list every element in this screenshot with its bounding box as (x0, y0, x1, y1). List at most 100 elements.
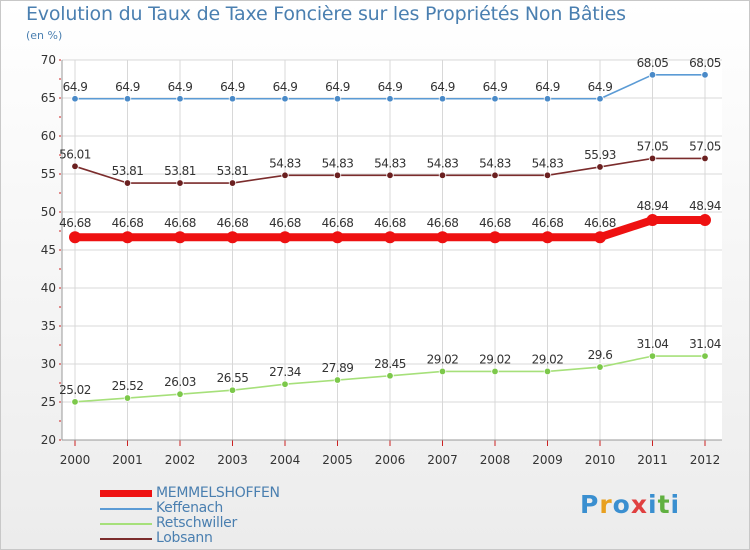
data-point-retschwiller (543, 367, 552, 376)
data-label-keffenach: 64.9 (273, 80, 298, 94)
logo-letter: i (648, 490, 658, 519)
y-tick-label: 60 (41, 129, 56, 143)
data-point-keffenach (648, 71, 657, 79)
y-tick-label: 45 (41, 243, 56, 257)
data-point-keffenach (228, 95, 237, 103)
legend-label: Keffenach (156, 500, 223, 516)
x-tick-label: 2008 (480, 453, 511, 467)
x-tick-label: 2007 (427, 453, 458, 467)
data-label-retschwiller: 28.45 (374, 357, 406, 371)
data-point-lobsann (543, 171, 552, 179)
data-point-memmelshoffen (279, 231, 291, 244)
data-point-keffenach (333, 95, 342, 103)
logo-letter: i (670, 490, 681, 519)
data-label-memmelshoffen: 46.68 (374, 216, 406, 230)
data-point-lobsann (648, 154, 657, 163)
data-point-retschwiller (333, 376, 342, 384)
data-label-lobsann: 53.81 (112, 164, 144, 178)
x-tick-label: 2004 (270, 453, 301, 467)
legend-swatch (100, 522, 152, 525)
data-point-lobsann (333, 171, 342, 179)
data-label-lobsann: 53.81 (164, 164, 196, 178)
data-point-keffenach (438, 95, 447, 103)
data-point-lobsann (491, 171, 499, 179)
data-point-retschwiller (123, 394, 132, 402)
data-point-memmelshoffen (594, 231, 606, 244)
data-point-retschwiller (71, 398, 79, 406)
x-tick-label: 2002 (165, 453, 196, 467)
data-point-lobsann (123, 179, 132, 187)
data-point-retschwiller (386, 372, 394, 380)
data-point-lobsann (228, 179, 237, 187)
data-point-retschwiller (228, 386, 237, 394)
data-point-keffenach (71, 95, 79, 103)
data-label-keffenach: 68.05 (637, 56, 669, 70)
data-label-retschwiller: 25.02 (59, 383, 91, 397)
y-tick-label: 30 (41, 357, 56, 371)
data-label-lobsann: 57.05 (689, 139, 721, 153)
y-tick-label: 55 (41, 167, 56, 181)
data-point-retschwiller (438, 367, 447, 376)
x-tick-label: 2006 (375, 453, 406, 467)
data-label-memmelshoffen: 46.68 (322, 216, 354, 230)
data-label-retschwiller: 26.03 (164, 375, 196, 389)
x-tick-label: 2010 (585, 453, 616, 467)
legend-item-memmelshoffen: MEMMELSHOFFEN (100, 486, 280, 501)
data-label-memmelshoffen: 46.68 (427, 216, 459, 230)
data-label-keffenach: 64.9 (325, 80, 350, 94)
data-label-lobsann: 54.83 (427, 156, 459, 170)
data-label-retschwiller: 25.52 (112, 379, 144, 393)
data-point-retschwiller (491, 367, 499, 376)
logo-letter: o (612, 490, 631, 519)
x-tick-label: 2003 (217, 453, 248, 467)
y-tick-label: 40 (41, 281, 56, 295)
logo-letter: x (630, 490, 648, 519)
legend-label: MEMMELSHOFFEN (156, 485, 280, 501)
data-label-lobsann: 54.83 (322, 156, 354, 170)
logo-letter: P (580, 490, 600, 519)
data-label-keffenach: 64.9 (220, 80, 245, 94)
data-point-memmelshoffen (436, 231, 449, 244)
data-point-retschwiller (281, 380, 289, 388)
chart-title: Evolution du Taux de Taxe Foncière sur l… (26, 3, 626, 25)
data-point-retschwiller (596, 363, 604, 371)
data-point-lobsann (596, 163, 604, 171)
data-label-memmelshoffen: 46.68 (112, 216, 144, 230)
y-tick-label: 70 (41, 53, 56, 67)
data-point-retschwiller (648, 352, 657, 360)
data-label-retschwiller: 29.02 (427, 352, 459, 366)
data-label-lobsann: 56.01 (59, 147, 91, 161)
data-point-keffenach (491, 95, 499, 103)
data-label-retschwiller: 29.6 (588, 348, 613, 362)
data-label-memmelshoffen: 48.94 (689, 199, 721, 213)
data-point-lobsann (71, 162, 79, 171)
data-point-retschwiller (176, 390, 184, 398)
data-label-keffenach: 68.05 (689, 56, 721, 70)
x-tick-label: 2001 (112, 453, 143, 467)
logo-letter: t (657, 490, 671, 519)
data-label-memmelshoffen: 46.68 (584, 216, 616, 230)
data-point-keffenach (701, 71, 709, 79)
data-label-retschwiller: 26.55 (217, 371, 249, 385)
legend-swatch (100, 490, 152, 497)
proxiti-logo: Proxiti (580, 490, 680, 519)
data-point-lobsann (701, 154, 709, 163)
legend-item-lobsann: Lobsann (100, 531, 280, 546)
data-label-lobsann: 55.93 (584, 148, 616, 162)
y-tick-label: 35 (41, 319, 56, 333)
legend-item-retschwiller: Retschwiller (100, 516, 280, 531)
data-label-keffenach: 64.9 (63, 80, 88, 94)
data-label-lobsann: 57.05 (637, 139, 669, 153)
legend-item-keffenach: Keffenach (100, 501, 280, 516)
data-label-memmelshoffen: 48.94 (637, 199, 669, 213)
data-label-retschwiller: 27.34 (269, 365, 301, 379)
data-label-memmelshoffen: 46.68 (59, 216, 91, 230)
data-label-retschwiller: 29.02 (532, 352, 564, 366)
data-point-memmelshoffen (646, 214, 659, 227)
legend-label: Retschwiller (156, 515, 237, 531)
y-tick-label: 20 (41, 433, 56, 447)
data-point-keffenach (386, 95, 394, 103)
data-label-lobsann: 54.83 (269, 156, 301, 170)
legend: MEMMELSHOFFEN Keffenach Retschwiller Lobsan… (100, 486, 280, 546)
